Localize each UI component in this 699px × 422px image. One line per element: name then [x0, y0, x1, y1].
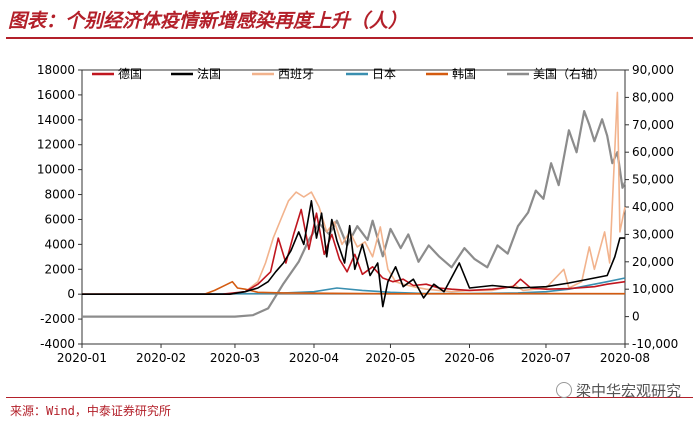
y-left-tick-label: 2000: [44, 262, 75, 276]
x-tick-label: 2020-06: [444, 351, 494, 365]
y-right-tick-label: 80,000: [632, 90, 674, 104]
chart-legend: 德国 法国 西班牙 日本 韩国 美国（右轴）: [92, 66, 605, 81]
y-left-tick-label: 12000: [37, 138, 75, 152]
legend-label: 韩国: [452, 66, 476, 81]
x-tick-label: 2020-01: [57, 351, 107, 365]
series-line-5: [82, 110, 627, 318]
y-right-tick-label: 90,000: [632, 63, 674, 77]
y-left-tick-label: 10000: [37, 163, 75, 177]
series-line-0: [82, 208, 626, 295]
watermark: 梁中华宏观研究: [555, 380, 681, 401]
y-right-tick-label: 10,000: [632, 282, 674, 296]
x-tick-label: 2020-03: [210, 351, 260, 365]
x-tick-label: 2020-08: [600, 351, 650, 365]
y-right-tick-label: 30,000: [632, 227, 674, 241]
legend-label: 德国: [118, 66, 142, 81]
y-right-tick-label: 0: [632, 310, 640, 324]
title-divider: [6, 37, 693, 39]
y-left-tick-label: 8000: [44, 188, 75, 202]
y-left-tick-label: 4000: [44, 237, 75, 251]
y-right-tick-label: 40,000: [632, 200, 674, 214]
watermark-text: 梁中华宏观研究: [575, 382, 681, 400]
x-tick-label: 2020-02: [136, 351, 186, 365]
y-right-tick-label: -10,000: [632, 337, 678, 351]
x-tick-label: 2020-05: [365, 351, 415, 365]
y-left-tick-label: 16000: [37, 88, 75, 102]
y-left-tick-label: 6000: [44, 212, 75, 226]
source-divider: [6, 397, 693, 398]
series-line-4: [82, 280, 626, 295]
legend-label: 美国（右轴）: [533, 66, 605, 81]
wechat-icon: [555, 382, 572, 398]
source-note: 来源：Wind，中泰证券研究所: [10, 404, 171, 418]
line-chart: -4000 -2000 0 2000 4000 6000 8000 10000 12000 140…: [37, 63, 679, 365]
plot-frame: [81, 69, 626, 345]
y-left-tick-label: 18000: [37, 63, 75, 77]
series-line-1: [82, 200, 625, 308]
y-right-tick-label: 50,000: [632, 173, 674, 187]
x-tick-label: 2020-04: [289, 351, 339, 365]
legend-label: 法国: [197, 67, 221, 81]
chart-title: 图表：个别经济体疫情新增感染再度上升（人）: [8, 10, 408, 32]
y-right-tick-label: 70,000: [632, 118, 674, 132]
y-left-tick-label: 14000: [37, 113, 75, 127]
x-tick-label: 2020-07: [521, 351, 571, 365]
y-left-tick-label: -4000: [40, 337, 75, 351]
y-right-tick-label: 20,000: [632, 255, 674, 269]
y-left-tick-label: -2000: [40, 312, 75, 326]
legend-label: 西班牙: [278, 67, 314, 81]
chart-series: [81, 91, 627, 318]
y-right-tick-label: 60,000: [632, 145, 674, 159]
chart-axes: -4000 -2000 0 2000 4000 6000 8000 10000 12000 140…: [37, 63, 679, 365]
y-left-tick-label: 0: [67, 287, 75, 301]
legend-label: 日本: [372, 67, 396, 81]
